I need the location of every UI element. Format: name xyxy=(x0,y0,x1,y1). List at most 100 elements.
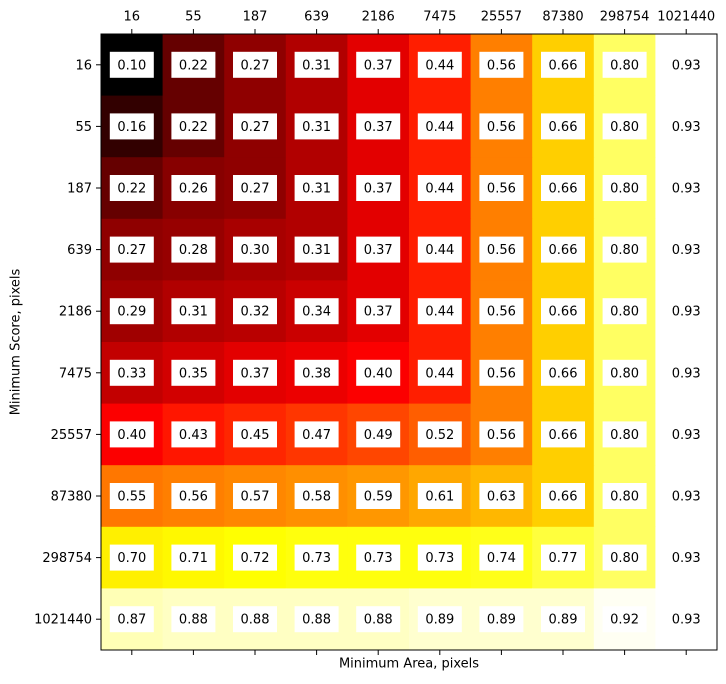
cell-label: 0.66 xyxy=(549,58,578,73)
label-box xyxy=(479,298,524,325)
cell-label: 0.27 xyxy=(241,58,270,73)
label-box xyxy=(356,51,401,78)
cell-label: 0.87 xyxy=(117,613,146,628)
label-box xyxy=(479,236,524,263)
label-box xyxy=(417,544,462,571)
cell-label: 0.44 xyxy=(425,120,454,135)
cell-label: 0.88 xyxy=(179,613,208,628)
label-box xyxy=(233,236,277,263)
label-box xyxy=(664,606,709,633)
cell-label: 0.37 xyxy=(364,305,393,320)
y-axis-label: Minimum Score, pixels xyxy=(9,268,24,415)
cell-label: 0.89 xyxy=(549,613,578,628)
cell-label: 0.16 xyxy=(117,120,146,135)
label-box xyxy=(109,298,154,325)
cell-label: 0.37 xyxy=(364,58,393,73)
cell-label: 0.27 xyxy=(117,243,146,258)
label-box xyxy=(602,236,647,263)
label-box xyxy=(664,359,709,386)
x-tick-label: 639 xyxy=(304,10,329,25)
label-box xyxy=(479,544,524,571)
label-box xyxy=(541,175,585,201)
label-box xyxy=(294,236,339,263)
label-box xyxy=(602,175,647,201)
cell-label: 0.34 xyxy=(302,305,331,320)
cell-label: 0.66 xyxy=(549,366,578,381)
y-tick-label: 298754 xyxy=(42,551,92,566)
cell-label: 0.29 xyxy=(117,305,146,320)
y-tick-label: 16 xyxy=(75,58,92,73)
cell-label: 0.80 xyxy=(610,366,639,381)
cell-label: 0.80 xyxy=(610,551,639,566)
cell-label: 0.80 xyxy=(610,58,639,73)
cell-label: 0.22 xyxy=(179,58,208,73)
cell-label: 0.57 xyxy=(241,490,270,505)
cell-label: 0.44 xyxy=(425,182,454,197)
cell-label: 0.30 xyxy=(241,243,270,258)
cell-label: 0.93 xyxy=(672,243,701,258)
label-box xyxy=(541,606,585,633)
label-box xyxy=(233,113,277,140)
label-box xyxy=(541,359,585,386)
label-box xyxy=(417,175,462,201)
label-box xyxy=(417,421,462,448)
x-tick-label: 298754 xyxy=(600,10,650,25)
cell-label: 0.80 xyxy=(610,182,639,197)
label-box xyxy=(356,175,401,201)
label-box xyxy=(294,359,339,386)
cell-label: 0.73 xyxy=(302,551,331,566)
cell-label: 0.88 xyxy=(364,613,393,628)
x-tick-label: 187 xyxy=(243,10,268,25)
label-box xyxy=(294,544,339,571)
label-box xyxy=(109,236,154,263)
label-box xyxy=(541,51,585,78)
cell-label: 0.63 xyxy=(487,490,516,505)
label-box xyxy=(171,51,216,78)
cell-label: 0.31 xyxy=(302,182,331,197)
cell-label: 0.72 xyxy=(241,551,270,566)
cell-label: 0.61 xyxy=(425,490,454,505)
y-tick-label: 639 xyxy=(67,243,92,258)
cell-label: 0.22 xyxy=(117,182,146,197)
cell-label: 0.56 xyxy=(487,182,516,197)
cell-label: 0.37 xyxy=(364,182,393,197)
cell-label: 0.93 xyxy=(672,551,701,566)
label-box xyxy=(417,51,462,78)
label-box xyxy=(356,544,401,571)
cell-label: 0.31 xyxy=(302,243,331,258)
label-box xyxy=(479,606,524,633)
cell-label: 0.73 xyxy=(364,551,393,566)
label-box xyxy=(417,359,462,386)
label-box xyxy=(664,483,709,509)
label-box xyxy=(602,113,647,140)
cell-label: 0.56 xyxy=(487,366,516,381)
y-tick-label: 87380 xyxy=(51,490,92,505)
cell-label: 0.93 xyxy=(672,613,701,628)
y-tick-label: 2186 xyxy=(59,305,92,320)
cell-label: 0.73 xyxy=(425,551,454,566)
cell-label: 0.31 xyxy=(179,305,208,320)
label-box xyxy=(664,113,709,140)
label-box xyxy=(294,483,339,509)
label-box xyxy=(602,51,647,78)
cell-label: 0.93 xyxy=(672,366,701,381)
label-box xyxy=(233,421,277,448)
cell-label: 0.27 xyxy=(241,120,270,135)
cell-label: 0.38 xyxy=(302,366,331,381)
label-box xyxy=(294,421,339,448)
label-box xyxy=(664,298,709,325)
cell-label: 0.66 xyxy=(549,120,578,135)
cell-label: 0.56 xyxy=(487,305,516,320)
cell-label: 0.66 xyxy=(549,428,578,443)
label-box xyxy=(109,421,154,448)
label-box xyxy=(602,544,647,571)
cell-label: 0.31 xyxy=(302,58,331,73)
label-box xyxy=(541,544,585,571)
cell-label: 0.55 xyxy=(117,490,146,505)
label-box xyxy=(417,606,462,633)
cell-label: 0.37 xyxy=(364,243,393,258)
cell-label: 0.88 xyxy=(302,613,331,628)
cell-label: 0.40 xyxy=(364,366,393,381)
cell-label: 0.66 xyxy=(549,182,578,197)
label-box xyxy=(479,359,524,386)
